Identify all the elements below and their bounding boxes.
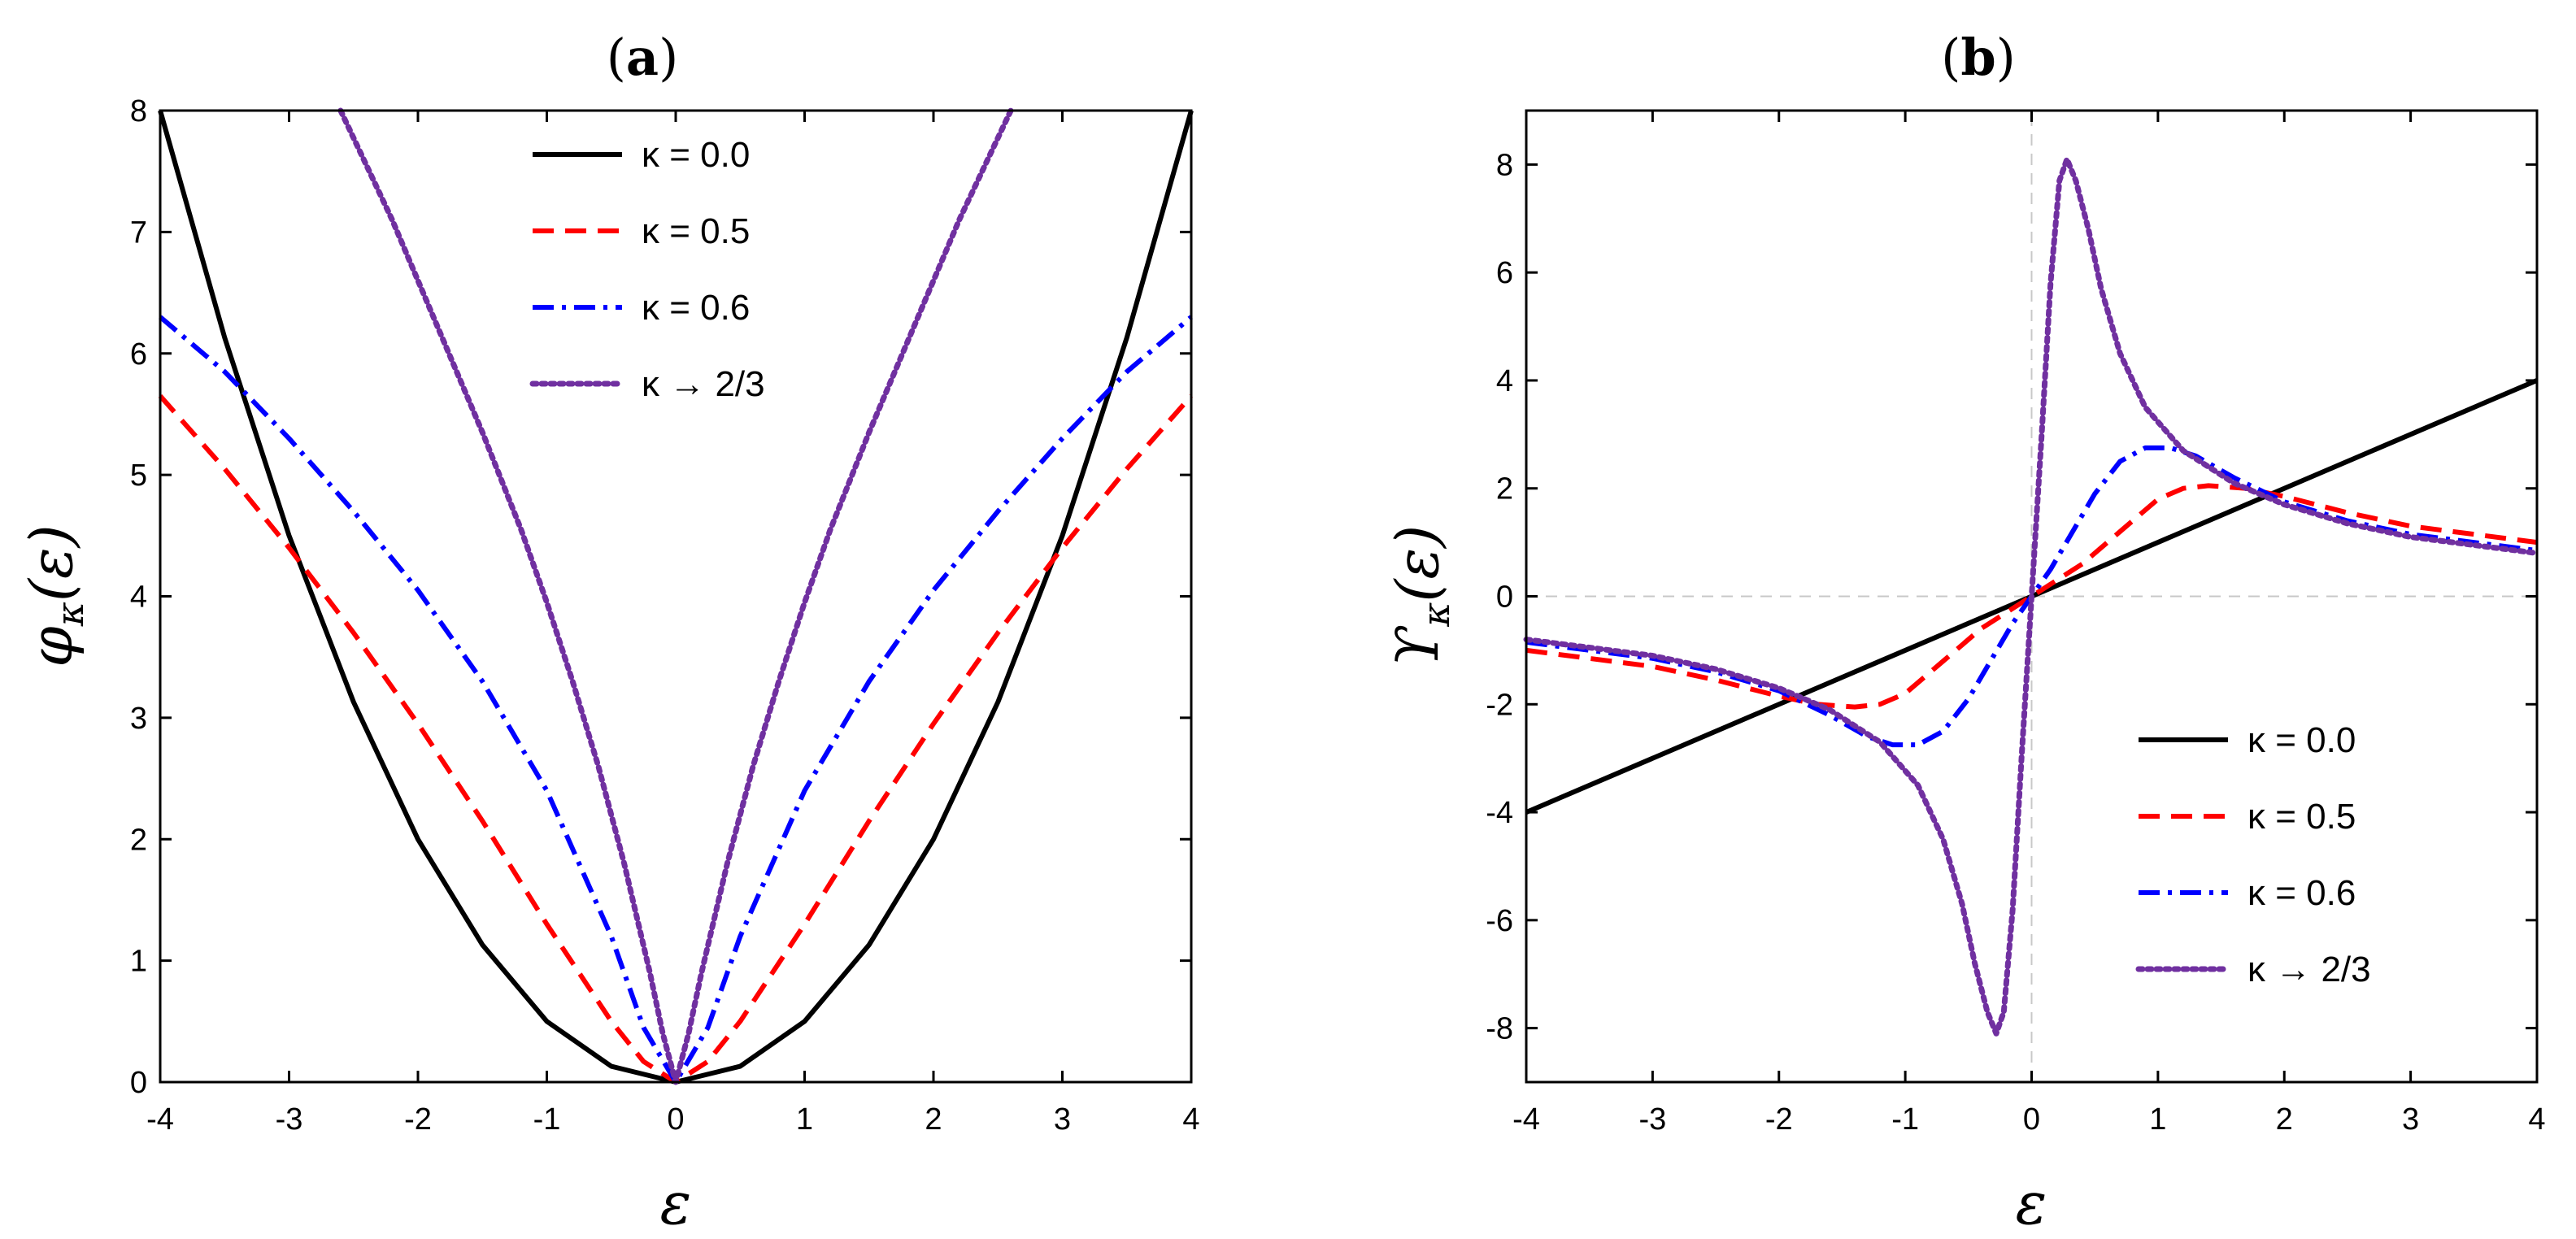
panel-b-frame bbox=[1525, 109, 2539, 1084]
panel-b-ylabel-arg: (ε) bbox=[1383, 525, 1451, 602]
panel-a-legend: κ = 0.0 κ = 0.5 κ = 0.6 κ → 2/3 bbox=[529, 135, 765, 404]
x-tick-label: -3 bbox=[276, 1102, 303, 1137]
y-tick-label: 6 bbox=[1496, 256, 1513, 290]
y-tick-label: 5 bbox=[130, 459, 147, 493]
x-tick-label: 4 bbox=[2528, 1102, 2545, 1137]
x-tick-label: -3 bbox=[1638, 1102, 1666, 1137]
y-tick-label: -4 bbox=[1486, 796, 1513, 830]
y-tick-label: -6 bbox=[1486, 904, 1513, 938]
panel-b-xlabel: ε bbox=[2016, 1169, 2047, 1237]
legend-label-0: κ = 0.0 bbox=[2247, 720, 2356, 760]
x-tick-label: -1 bbox=[533, 1102, 561, 1137]
y-tick-label: 7 bbox=[130, 215, 147, 250]
panel-a-xlabel: ε bbox=[660, 1169, 692, 1237]
legend-label-2: κ = 0.6 bbox=[642, 288, 750, 328]
x-tick-label: 4 bbox=[1182, 1102, 1199, 1137]
x-tick-label: 0 bbox=[667, 1102, 684, 1137]
legend-label-0: κ = 0.0 bbox=[642, 135, 750, 175]
panel-a-ylabel-sub: κ bbox=[48, 602, 92, 627]
x-tick-label: 3 bbox=[2402, 1102, 2419, 1137]
panel-b-lines bbox=[1523, 156, 2540, 1037]
y-tick-label: 3 bbox=[130, 702, 147, 736]
y-tick-label: 4 bbox=[1496, 364, 1513, 398]
x-tick-label: 3 bbox=[1054, 1102, 1071, 1137]
x-tick-label: 0 bbox=[2023, 1102, 2040, 1137]
x-tick-label: 1 bbox=[2149, 1102, 2166, 1137]
y-tick-label: 6 bbox=[130, 337, 147, 372]
x-tick-label: -1 bbox=[1891, 1102, 1919, 1137]
panel-b-title: (b) bbox=[1941, 28, 2016, 87]
series-line-3 bbox=[337, 107, 1014, 1085]
panel-a-ylabel-arg: (ε) bbox=[17, 524, 85, 602]
x-tick-label: -4 bbox=[146, 1102, 174, 1137]
legend-label-2: κ = 0.6 bbox=[2247, 873, 2356, 913]
y-tick-label: -8 bbox=[1486, 1012, 1513, 1046]
panel-a-ylabel-main: φ bbox=[17, 626, 85, 667]
series-line-3 bbox=[1523, 156, 2540, 1037]
y-tick-label: 0 bbox=[130, 1066, 147, 1100]
y-tick-label: 0 bbox=[1496, 580, 1513, 615]
x-tick-label: 1 bbox=[796, 1102, 813, 1137]
x-tick-label: -2 bbox=[404, 1102, 432, 1137]
panel-b-title-letter: b bbox=[1960, 28, 1995, 87]
series-line-1 bbox=[158, 394, 1194, 1085]
panel-a-ylabel: φκ(ε) bbox=[17, 524, 92, 667]
panel-b-zero-reference-lines bbox=[1526, 111, 2537, 1082]
panel-a-frame bbox=[159, 109, 1193, 1084]
panel-a-lines bbox=[158, 107, 1194, 1085]
panel-b-legend: κ = 0.0 κ = 0.5 κ = 0.6 κ → 2/3 bbox=[2135, 720, 2371, 989]
panel-a-title-letter: a bbox=[626, 28, 659, 87]
x-tick-label: -4 bbox=[1512, 1102, 1540, 1137]
x-tick-label: -2 bbox=[1765, 1102, 1793, 1137]
y-tick-label: 1 bbox=[130, 945, 147, 979]
panel-b-ylabel: ϒκ(ε) bbox=[1383, 525, 1458, 667]
y-tick-label: 4 bbox=[130, 580, 147, 615]
panel-a-title: (a) bbox=[607, 28, 679, 87]
legend-label-3: κ → 2/3 bbox=[2247, 950, 2371, 989]
y-tick-label: -2 bbox=[1486, 688, 1513, 722]
panel-b-ticks: -4 -3 -2 -1 0 1 2 3 4 -8 -6 -4 -2 0 2 4 6 8 bbox=[1486, 111, 2546, 1137]
series-line-0 bbox=[158, 110, 1194, 1085]
x-tick-label: 2 bbox=[2276, 1102, 2293, 1137]
y-tick-label: 8 bbox=[1496, 148, 1513, 182]
panel-b-ylabel-sub: κ bbox=[1414, 602, 1458, 628]
y-tick-label: 2 bbox=[1496, 472, 1513, 506]
legend-label-1: κ = 0.5 bbox=[2247, 797, 2356, 837]
y-tick-label: 2 bbox=[130, 823, 147, 857]
series-line-2 bbox=[159, 315, 1193, 1085]
panel-b-ylabel-main: ϒ bbox=[1383, 625, 1451, 667]
x-tick-label: 2 bbox=[925, 1102, 942, 1137]
legend-label-1: κ = 0.5 bbox=[642, 211, 750, 251]
y-tick-label: 8 bbox=[130, 94, 147, 128]
legend-label-3: κ → 2/3 bbox=[642, 364, 765, 404]
panel-a-ticks: -4 -3 -2 -1 0 1 2 3 4 0 1 2 3 4 5 6 7 8 bbox=[130, 94, 1200, 1137]
